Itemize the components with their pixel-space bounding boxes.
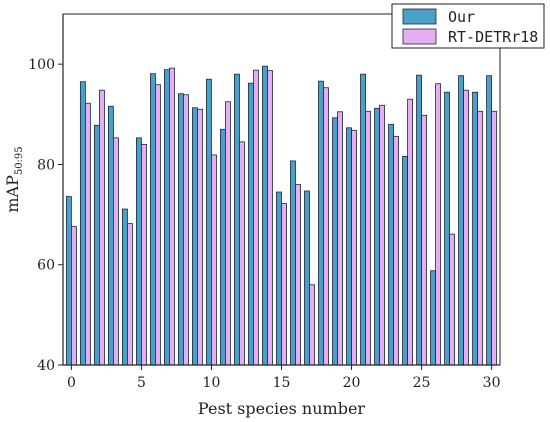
bar-rt-detrr18-6 [155, 84, 161, 366]
bar-our-30 [486, 75, 492, 366]
bar-rt-detrr18-3 [113, 137, 119, 366]
y-tick-label-60: 60 [37, 258, 55, 274]
x-axis-title: Pest species number [198, 399, 366, 418]
bar-rt-detrr18-15 [281, 203, 287, 366]
bar-rt-detrr18-28 [463, 89, 470, 366]
bar-rt-detrr18-22 [379, 104, 385, 366]
legend: Our RT-DETRr18 [391, 3, 545, 49]
bar-rt-detrr18-13 [253, 69, 259, 366]
bar-group [65, 65, 498, 366]
bar-our-17 [304, 190, 310, 366]
bar-our-1 [79, 81, 86, 366]
bar-rt-detrr18-12 [239, 141, 245, 366]
bar-our-10 [206, 78, 212, 366]
axes: 40 60 80 100 0 5 10 15 20 25 30 [28, 14, 501, 391]
x-tick-label-20: 20 [343, 375, 361, 391]
bar-our-21 [360, 73, 366, 366]
bar-rt-detrr18-2 [99, 89, 105, 366]
bar-our-7 [164, 69, 170, 366]
y-tick-label-100: 100 [28, 57, 55, 73]
bar-rt-detrr18-21 [365, 110, 371, 366]
y-axis-title: mAP50:95 [3, 146, 25, 212]
bar-our-0 [65, 196, 72, 366]
bar-our-4 [121, 208, 128, 366]
bar-our-19 [332, 117, 338, 366]
bar-our-23 [388, 123, 394, 366]
bar-rt-detrr18-5 [141, 143, 147, 366]
bar-rt-detrr18-0 [71, 226, 77, 366]
bar-rt-detrr18-29 [477, 110, 484, 366]
bar-rt-detrr18-16 [295, 184, 301, 366]
bar-our-20 [346, 127, 352, 366]
x-tick-label-10: 10 [203, 375, 221, 391]
bar-rt-detrr18-25 [421, 114, 427, 366]
bar-our-25 [416, 74, 422, 366]
legend-swatch-our [402, 8, 437, 25]
bar-our-18 [318, 80, 324, 366]
x-tick-label-25: 25 [413, 375, 431, 391]
bar-our-9 [192, 107, 198, 366]
bar-our-28 [458, 75, 464, 366]
bar-rt-detrr18-30 [491, 110, 498, 366]
bar-rt-detrr18-17 [309, 284, 315, 366]
bar-our-22 [374, 107, 380, 366]
x-tick-label-30: 30 [483, 375, 501, 391]
bar-our-14 [262, 65, 268, 366]
bar-rt-detrr18-8 [183, 94, 189, 366]
bar-rt-detrr18-7 [169, 67, 175, 366]
bar-our-16 [290, 160, 296, 366]
bar-our-8 [178, 93, 184, 366]
bar-our-24 [402, 156, 408, 366]
bar-rt-detrr18-10 [211, 154, 217, 366]
x-tick-label-15: 15 [273, 375, 291, 391]
bar-rt-detrr18-18 [323, 87, 329, 366]
y-axis-title-subscript: 50:95 [14, 146, 25, 175]
bar-rt-detrr18-4 [127, 223, 133, 366]
legend-label-our: Our [448, 8, 475, 26]
bar-our-15 [276, 191, 282, 366]
bar-rt-detrr18-11 [225, 101, 231, 366]
y-tick-label-80: 80 [37, 157, 55, 173]
bar-rt-detrr18-9 [197, 108, 203, 366]
bar-rt-detrr18-20 [351, 129, 357, 366]
y-axis-title-main: mAP [3, 175, 22, 213]
bar-rt-detrr18-19 [337, 111, 343, 366]
bar-our-3 [107, 105, 114, 366]
x-tick-label-5: 5 [137, 375, 146, 391]
legend-swatch-rt-detrr18 [402, 28, 437, 45]
bar-rt-detrr18-1 [85, 102, 91, 366]
y-tick-label-40: 40 [37, 358, 55, 374]
bar-our-13 [248, 82, 254, 366]
bar-rt-detrr18-23 [393, 135, 399, 366]
bar-our-27 [444, 91, 450, 366]
legend-label-rt-detrr18: RT-DETRr18 [448, 28, 538, 46]
bar-rt-detrr18-26 [435, 83, 442, 366]
bar-our-29 [472, 91, 478, 366]
bar-our-26 [430, 270, 436, 366]
bar-our-6 [149, 73, 156, 366]
bar-rt-detrr18-14 [267, 70, 273, 366]
bar-our-11 [220, 128, 226, 366]
bar-our-12 [234, 73, 240, 366]
bar-rt-detrr18-27 [449, 233, 456, 366]
bar-our-5 [135, 137, 142, 366]
x-tick-label-0: 0 [67, 375, 76, 391]
bar-rt-detrr18-24 [407, 98, 413, 366]
bar-our-2 [93, 124, 100, 366]
